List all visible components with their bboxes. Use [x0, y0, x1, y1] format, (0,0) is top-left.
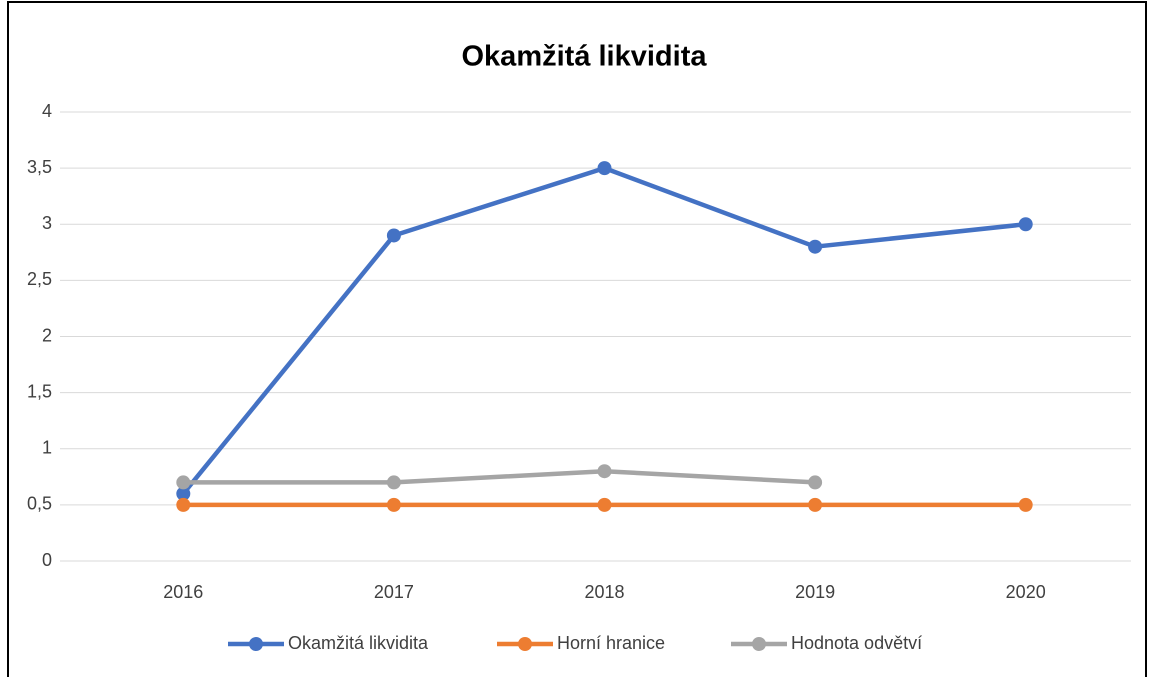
- y-tick-label: 2: [42, 325, 52, 345]
- legend-label: Horní hranice: [557, 633, 665, 653]
- legend-marker: [249, 637, 263, 651]
- point: [176, 497, 191, 512]
- point: [597, 497, 612, 512]
- point: [176, 486, 191, 501]
- point: [386, 497, 401, 512]
- y-tick-label: 0,5: [27, 494, 52, 514]
- y-tick-label: 1,5: [27, 381, 52, 401]
- point: [386, 475, 401, 490]
- point: [808, 475, 823, 490]
- y-tick-label: 4: [42, 101, 52, 121]
- point: [386, 228, 401, 243]
- legend-marker: [518, 637, 532, 651]
- point: [1018, 497, 1033, 512]
- legend-label: Okamžitá likvidita: [288, 633, 429, 653]
- point: [808, 239, 823, 254]
- x-tick-label: 2019: [795, 582, 835, 602]
- point: [597, 464, 612, 479]
- y-tick-label: 0: [42, 550, 52, 570]
- y-tick-label: 1: [42, 438, 52, 458]
- y-tick-label: 2,5: [27, 269, 52, 289]
- legend-label: Hodnota odvětví: [791, 633, 922, 653]
- y-tick-label: 3: [42, 213, 52, 233]
- point: [808, 497, 823, 512]
- legend-marker: [752, 637, 766, 651]
- x-tick-label: 2016: [163, 582, 203, 602]
- series-line: [183, 468, 816, 485]
- y-tick-label: 3,5: [27, 157, 52, 177]
- point: [176, 475, 191, 490]
- x-tick-label: 2020: [1006, 582, 1046, 602]
- x-tick-label: 2017: [374, 582, 414, 602]
- point: [1018, 217, 1033, 232]
- x-tick-label: 2018: [584, 582, 624, 602]
- point: [597, 161, 612, 176]
- chart-title: Okamžitá likvidita: [462, 41, 708, 73]
- frame: [7, 1, 1147, 677]
